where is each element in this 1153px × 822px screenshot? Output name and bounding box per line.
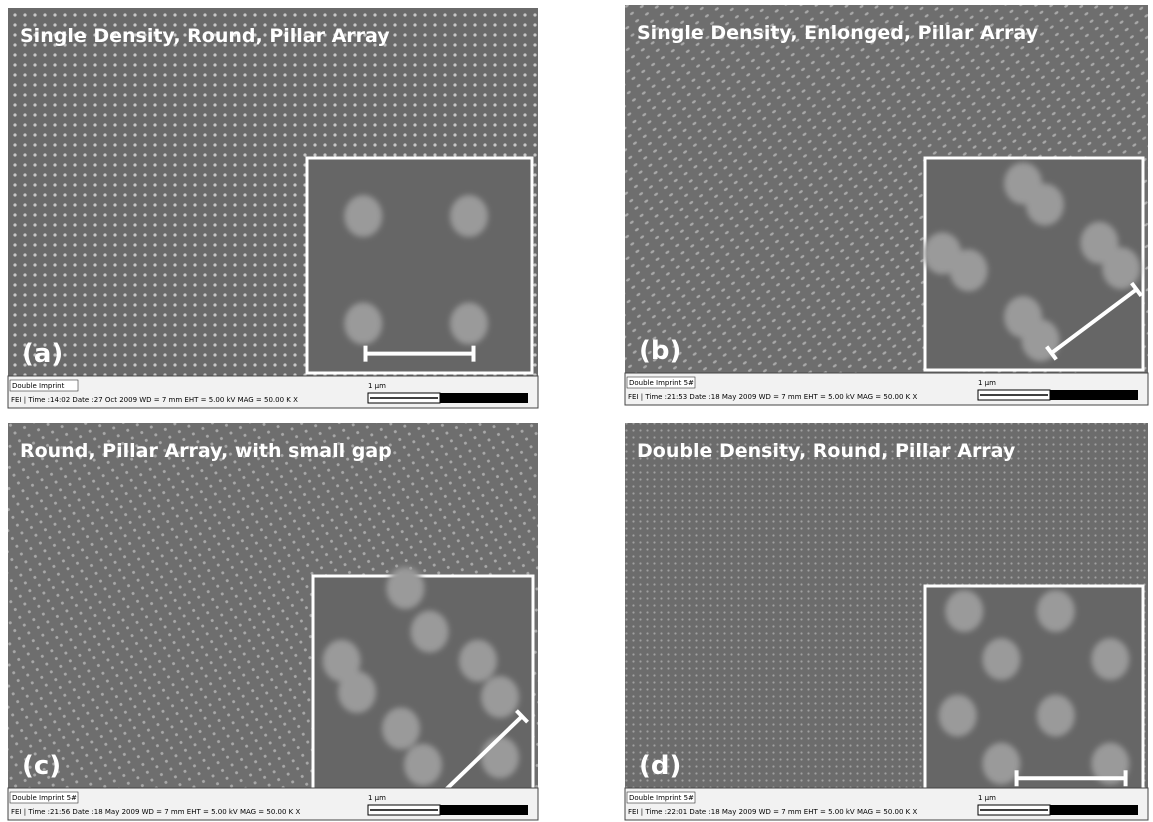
pillar [459,640,497,682]
pillar [1037,695,1075,737]
pillar [950,249,988,291]
pillar [344,303,382,345]
figure: Single Density, Round, Pillar Array (a) Do… [0,0,1153,822]
pillar [481,676,519,718]
pillar [404,744,442,786]
pillar [382,707,420,749]
pillar [450,303,488,345]
pillar [344,195,382,237]
pillar [1091,638,1129,680]
panel-title: Single Density, Enlonged, Pillar Array [637,22,1039,44]
scale-black [1050,805,1138,815]
panel-label: (a) [22,339,63,369]
pillar [386,567,424,609]
scale-text: 1 µm [978,379,996,387]
inset-image [307,158,532,373]
panel-title: Double Density, Round, Pillar Array [637,440,1016,462]
info-text: FEI | Time :21:56 Date :18 May 2009 WD =… [11,808,300,816]
pillar [1026,184,1064,226]
scale-text: 1 µm [368,382,386,390]
pillar [411,611,449,653]
detector-text: Double Imprint 5# [629,794,694,802]
sem-panel: Single Density, Round, Pillar Array (a) Do… [8,8,538,408]
pillar [481,737,519,779]
panel-label: (c) [22,751,61,781]
scale-black [1050,390,1138,400]
pillar [939,695,977,737]
scale-text: 1 µm [368,794,386,802]
pillar [945,590,983,632]
pillar [338,671,376,713]
pillar [982,638,1020,680]
pillar [1037,590,1075,632]
scale-black [440,805,528,815]
pillar [450,195,488,237]
panel-label: (b) [639,336,681,366]
info-text: FEI | Time :14:02 Date :27 Oct 2009 WD =… [11,396,298,404]
panel-title: Single Density, Round, Pillar Array [20,25,390,47]
pillar [1102,247,1140,289]
detector-text: Double Imprint [12,382,65,390]
sem-panel: Single Density, Enlonged, Pillar Array (b… [625,5,1148,405]
sem-panel: Double Density, Round, Pillar Array (d) Do… [625,423,1148,820]
scale-text: 1 µm [978,794,996,802]
panel-title: Round, Pillar Array, with small gap [20,440,392,462]
detector-text: Double Imprint 5# [629,379,694,387]
info-text: FEI | Time :22:01 Date :18 May 2009 WD =… [628,808,917,816]
panel-label: (d) [639,751,681,781]
scale-black [440,393,528,403]
detector-text: Double Imprint 5# [12,794,77,802]
info-text: FEI | Time :21:53 Date :18 May 2009 WD =… [628,393,917,401]
sem-panel: Round, Pillar Array, with small gap (c) Do… [8,423,538,820]
